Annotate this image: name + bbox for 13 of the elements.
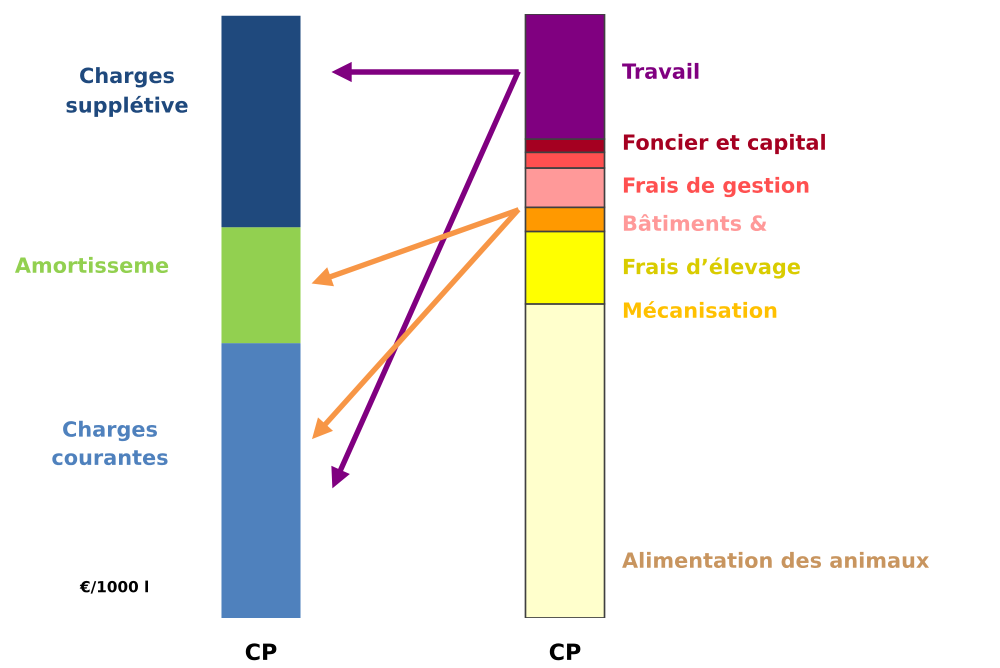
series-label: Alimentation des animaux [622, 552, 930, 568]
x-tick-label: CP [550, 643, 580, 660]
series-label: Frais d’élevage [624, 257, 800, 279]
text: Amortisseme [14, 256, 168, 274]
annotation: €/1000 l [80, 580, 148, 594]
text: Charges courantes [52, 420, 168, 466]
series-label: Frais de gestion [624, 176, 808, 198]
series-label: Travail [622, 62, 698, 80]
series-label: Bâtiments & [624, 214, 767, 232]
series-label: Charges supplétive [66, 67, 188, 117]
x-tick-label: CP [246, 643, 276, 660]
series-label: Foncier et capital [624, 134, 825, 154]
text: Mécanisation [624, 301, 776, 318]
